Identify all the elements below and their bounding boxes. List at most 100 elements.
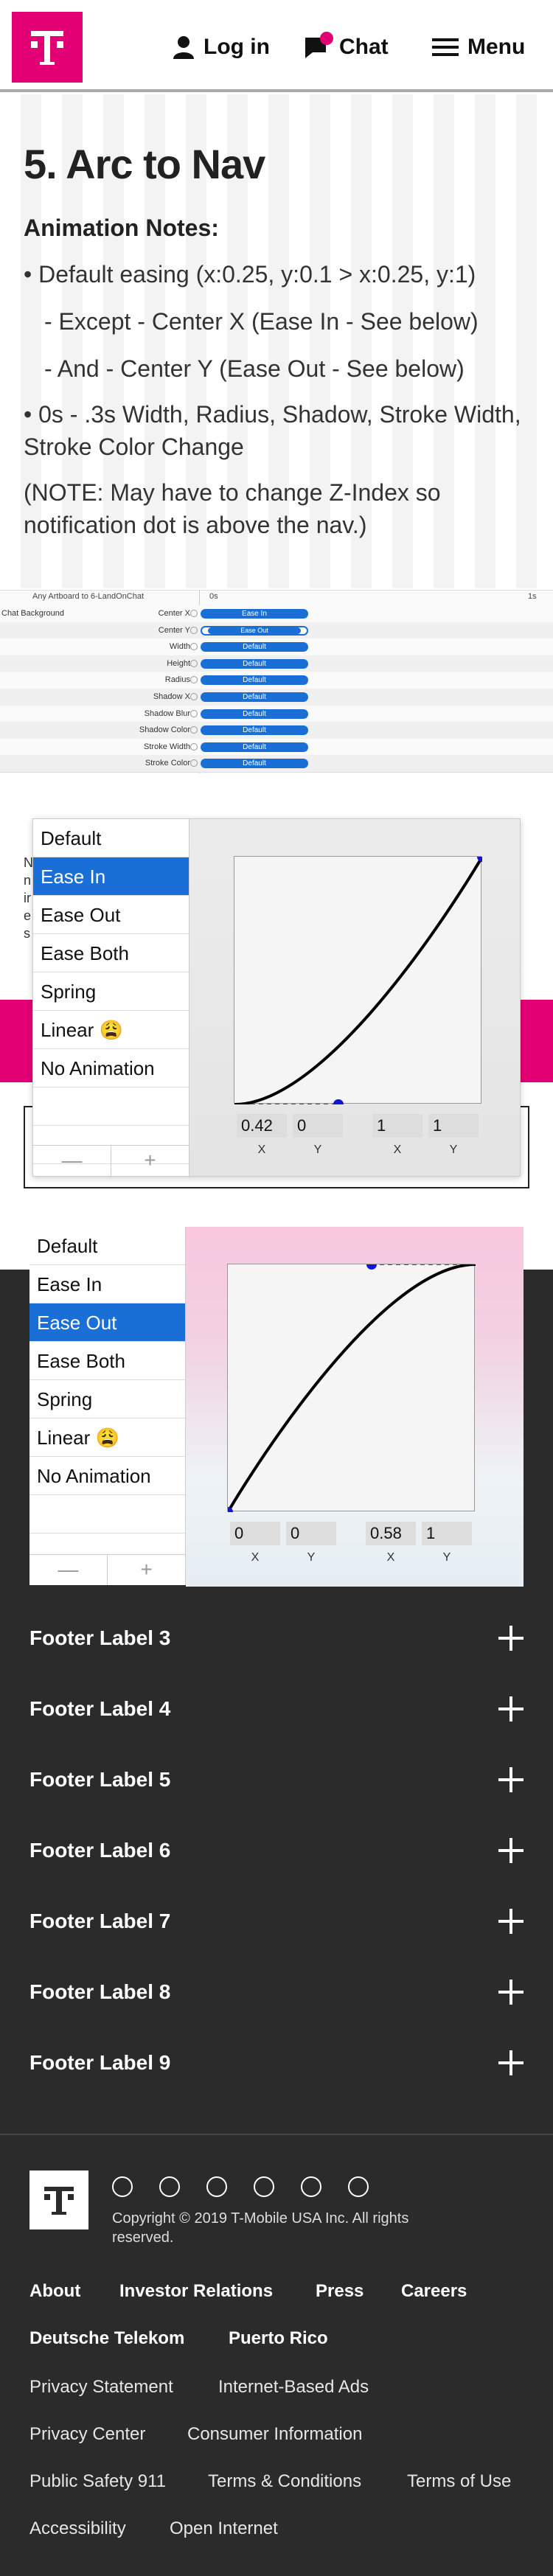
timeline-easing-pill[interactable]: Default xyxy=(201,742,308,752)
easing-option[interactable]: Spring xyxy=(33,972,189,1011)
easing-option[interactable]: Ease In xyxy=(29,1265,185,1303)
x-label: X xyxy=(393,1143,402,1156)
settings-icon[interactable] xyxy=(190,693,198,700)
copyright-text: Copyright © 2019 T-Mobile USA Inc. All r… xyxy=(112,2210,409,2246)
footer-accordion[interactable]: Footer Label 4 xyxy=(29,1691,524,1727)
timeline-row: Shadow Blur Default xyxy=(0,705,553,723)
footer-link-open-internet[interactable]: Open Internet xyxy=(170,2518,278,2538)
easing-option[interactable]: Ease Out xyxy=(33,896,189,934)
social-icon[interactable] xyxy=(348,2176,369,2197)
social-icon[interactable] xyxy=(254,2176,274,2197)
footer-link-privacy-statement[interactable]: Privacy Statement xyxy=(29,2377,173,2397)
settings-icon[interactable] xyxy=(190,626,198,634)
footer-link-accessibility[interactable]: Accessibility xyxy=(29,2518,126,2538)
footer-accordion[interactable]: Footer Label 8 xyxy=(29,1974,524,2011)
footer-link-terms-of-use[interactable]: Terms of Use xyxy=(407,2471,512,2491)
y1-field[interactable]: 0 xyxy=(286,1522,336,1545)
timeline-easing-pill[interactable]: Default xyxy=(201,692,308,702)
footer-accordion[interactable]: Footer Label 5 xyxy=(29,1761,524,1798)
timeline-easing-pill[interactable]: Default xyxy=(201,725,308,736)
easing-option[interactable]: No Animation xyxy=(29,1457,185,1495)
chat-link[interactable]: Chat xyxy=(304,32,389,62)
x2-field[interactable]: 1 xyxy=(372,1114,422,1138)
plus-icon xyxy=(498,1980,524,2005)
plus-icon xyxy=(498,1626,524,1651)
footer-link-investor-relations[interactable]: Investor Relations xyxy=(119,2281,274,2301)
social-icon[interactable] xyxy=(301,2176,321,2197)
settings-icon[interactable] xyxy=(190,709,198,717)
timeline-easing-pill[interactable]: Default xyxy=(201,642,308,652)
easing-option[interactable]: Default xyxy=(33,819,189,857)
timeline-easing-pill[interactable]: Default xyxy=(201,675,308,686)
social-icon[interactable] xyxy=(112,2176,133,2197)
login-link[interactable]: Log in xyxy=(173,32,270,62)
timeline-easing-pill[interactable]: Ease In xyxy=(201,609,308,619)
timeline-row: Shadow X Default xyxy=(0,689,553,706)
footer-accordion[interactable]: Footer Label 6 xyxy=(29,1832,524,1869)
easing-option[interactable]: Ease Both xyxy=(33,934,189,972)
footer-link-consumer-information[interactable]: Consumer Information xyxy=(187,2424,363,2444)
footer-link-privacy-center[interactable]: Privacy Center xyxy=(29,2424,146,2444)
y2-field[interactable]: 1 xyxy=(428,1114,479,1138)
add-button[interactable]: + xyxy=(111,1146,189,1176)
footer-link-deutsche-telekom[interactable]: Deutsche Telekom xyxy=(29,2328,185,2348)
x2-field[interactable]: 0.58 xyxy=(366,1522,416,1545)
easing-option[interactable]: Linear 😩 xyxy=(33,1011,189,1049)
settings-icon[interactable] xyxy=(190,610,198,617)
footer-accordion[interactable]: Footer Label 7 xyxy=(29,1903,524,1940)
timeline-easing-pill[interactable]: Default xyxy=(201,759,308,769)
settings-icon[interactable] xyxy=(190,759,198,767)
settings-icon[interactable] xyxy=(190,643,198,651)
control-point[interactable] xyxy=(223,1507,233,1517)
footer-link-about[interactable]: About xyxy=(29,2281,81,2301)
remove-button[interactable]: — xyxy=(33,1146,111,1176)
footer-accordion[interactable]: Footer Label 3 xyxy=(29,1620,524,1657)
y1-field[interactable]: 0 xyxy=(293,1114,343,1138)
easing-option[interactable]: Ease Out xyxy=(29,1303,185,1342)
settings-icon[interactable] xyxy=(190,726,198,734)
animation-notes: 5. Arc to Nav Animation Notes: • Default… xyxy=(24,140,532,541)
control-point[interactable] xyxy=(366,1259,377,1270)
x1-field[interactable]: 0 xyxy=(230,1522,280,1545)
easing-option[interactable]: Ease Both xyxy=(29,1342,185,1380)
social-icon[interactable] xyxy=(206,2176,227,2197)
footer-link-public-safety[interactable]: Public Safety 911 xyxy=(29,2471,167,2491)
bezier-graph: 0 0 0.58 1 X Y X Y xyxy=(186,1227,516,1585)
x1-field[interactable]: 0.42 xyxy=(237,1114,287,1138)
accordion-label: Footer Label 7 xyxy=(29,1910,171,1932)
easing-option[interactable]: Default xyxy=(29,1227,185,1265)
control-point[interactable] xyxy=(333,1099,344,1110)
footer-link-careers[interactable]: Careers xyxy=(401,2281,467,2301)
footer-link-terms-conditions[interactable]: Terms & Conditions xyxy=(208,2471,362,2491)
footer-link-internet-based-ads[interactable]: Internet-Based Ads xyxy=(218,2377,369,2397)
add-button[interactable]: + xyxy=(108,1555,186,1585)
footer-link-puerto-rico[interactable]: Puerto Rico xyxy=(229,2328,328,2348)
settings-icon[interactable] xyxy=(190,659,198,667)
social-icon[interactable] xyxy=(159,2176,180,2197)
timeline-property: Center Y xyxy=(158,625,190,635)
easing-option[interactable]: Ease In xyxy=(33,857,189,896)
plus-icon xyxy=(498,1767,524,1792)
remove-button[interactable]: — xyxy=(29,1555,108,1585)
footer-link-press[interactable]: Press xyxy=(316,2281,364,2301)
timeline-easing-pill[interactable]: Default xyxy=(201,709,308,719)
settings-icon[interactable] xyxy=(190,676,198,684)
easing-option[interactable]: Spring xyxy=(29,1380,185,1418)
timeline-easing-pill[interactable]: Ease Out xyxy=(201,625,308,636)
timeline-row: Chat Background Center X Ease In xyxy=(0,605,553,622)
easing-label: Default xyxy=(243,759,266,768)
y2-field[interactable]: 1 xyxy=(422,1522,472,1545)
footer-accordion[interactable]: Footer Label 9 xyxy=(29,2044,524,2081)
t-mobile-footer-logo[interactable] xyxy=(29,2171,88,2229)
control-point[interactable] xyxy=(477,852,487,862)
easing-option[interactable]: No Animation xyxy=(33,1049,189,1087)
curve-area xyxy=(223,1259,476,1517)
notes-subtitle: Animation Notes: xyxy=(24,215,219,241)
easing-option[interactable]: Linear 😩 xyxy=(29,1418,185,1457)
settings-icon[interactable] xyxy=(190,742,198,751)
timeline-easing-pill[interactable]: Default xyxy=(201,658,308,669)
menu-button[interactable]: Menu xyxy=(432,32,525,62)
t-mobile-logo[interactable] xyxy=(12,12,83,83)
timeline-property: Shadow Blur xyxy=(144,709,190,718)
bezier-curve xyxy=(234,852,487,1110)
